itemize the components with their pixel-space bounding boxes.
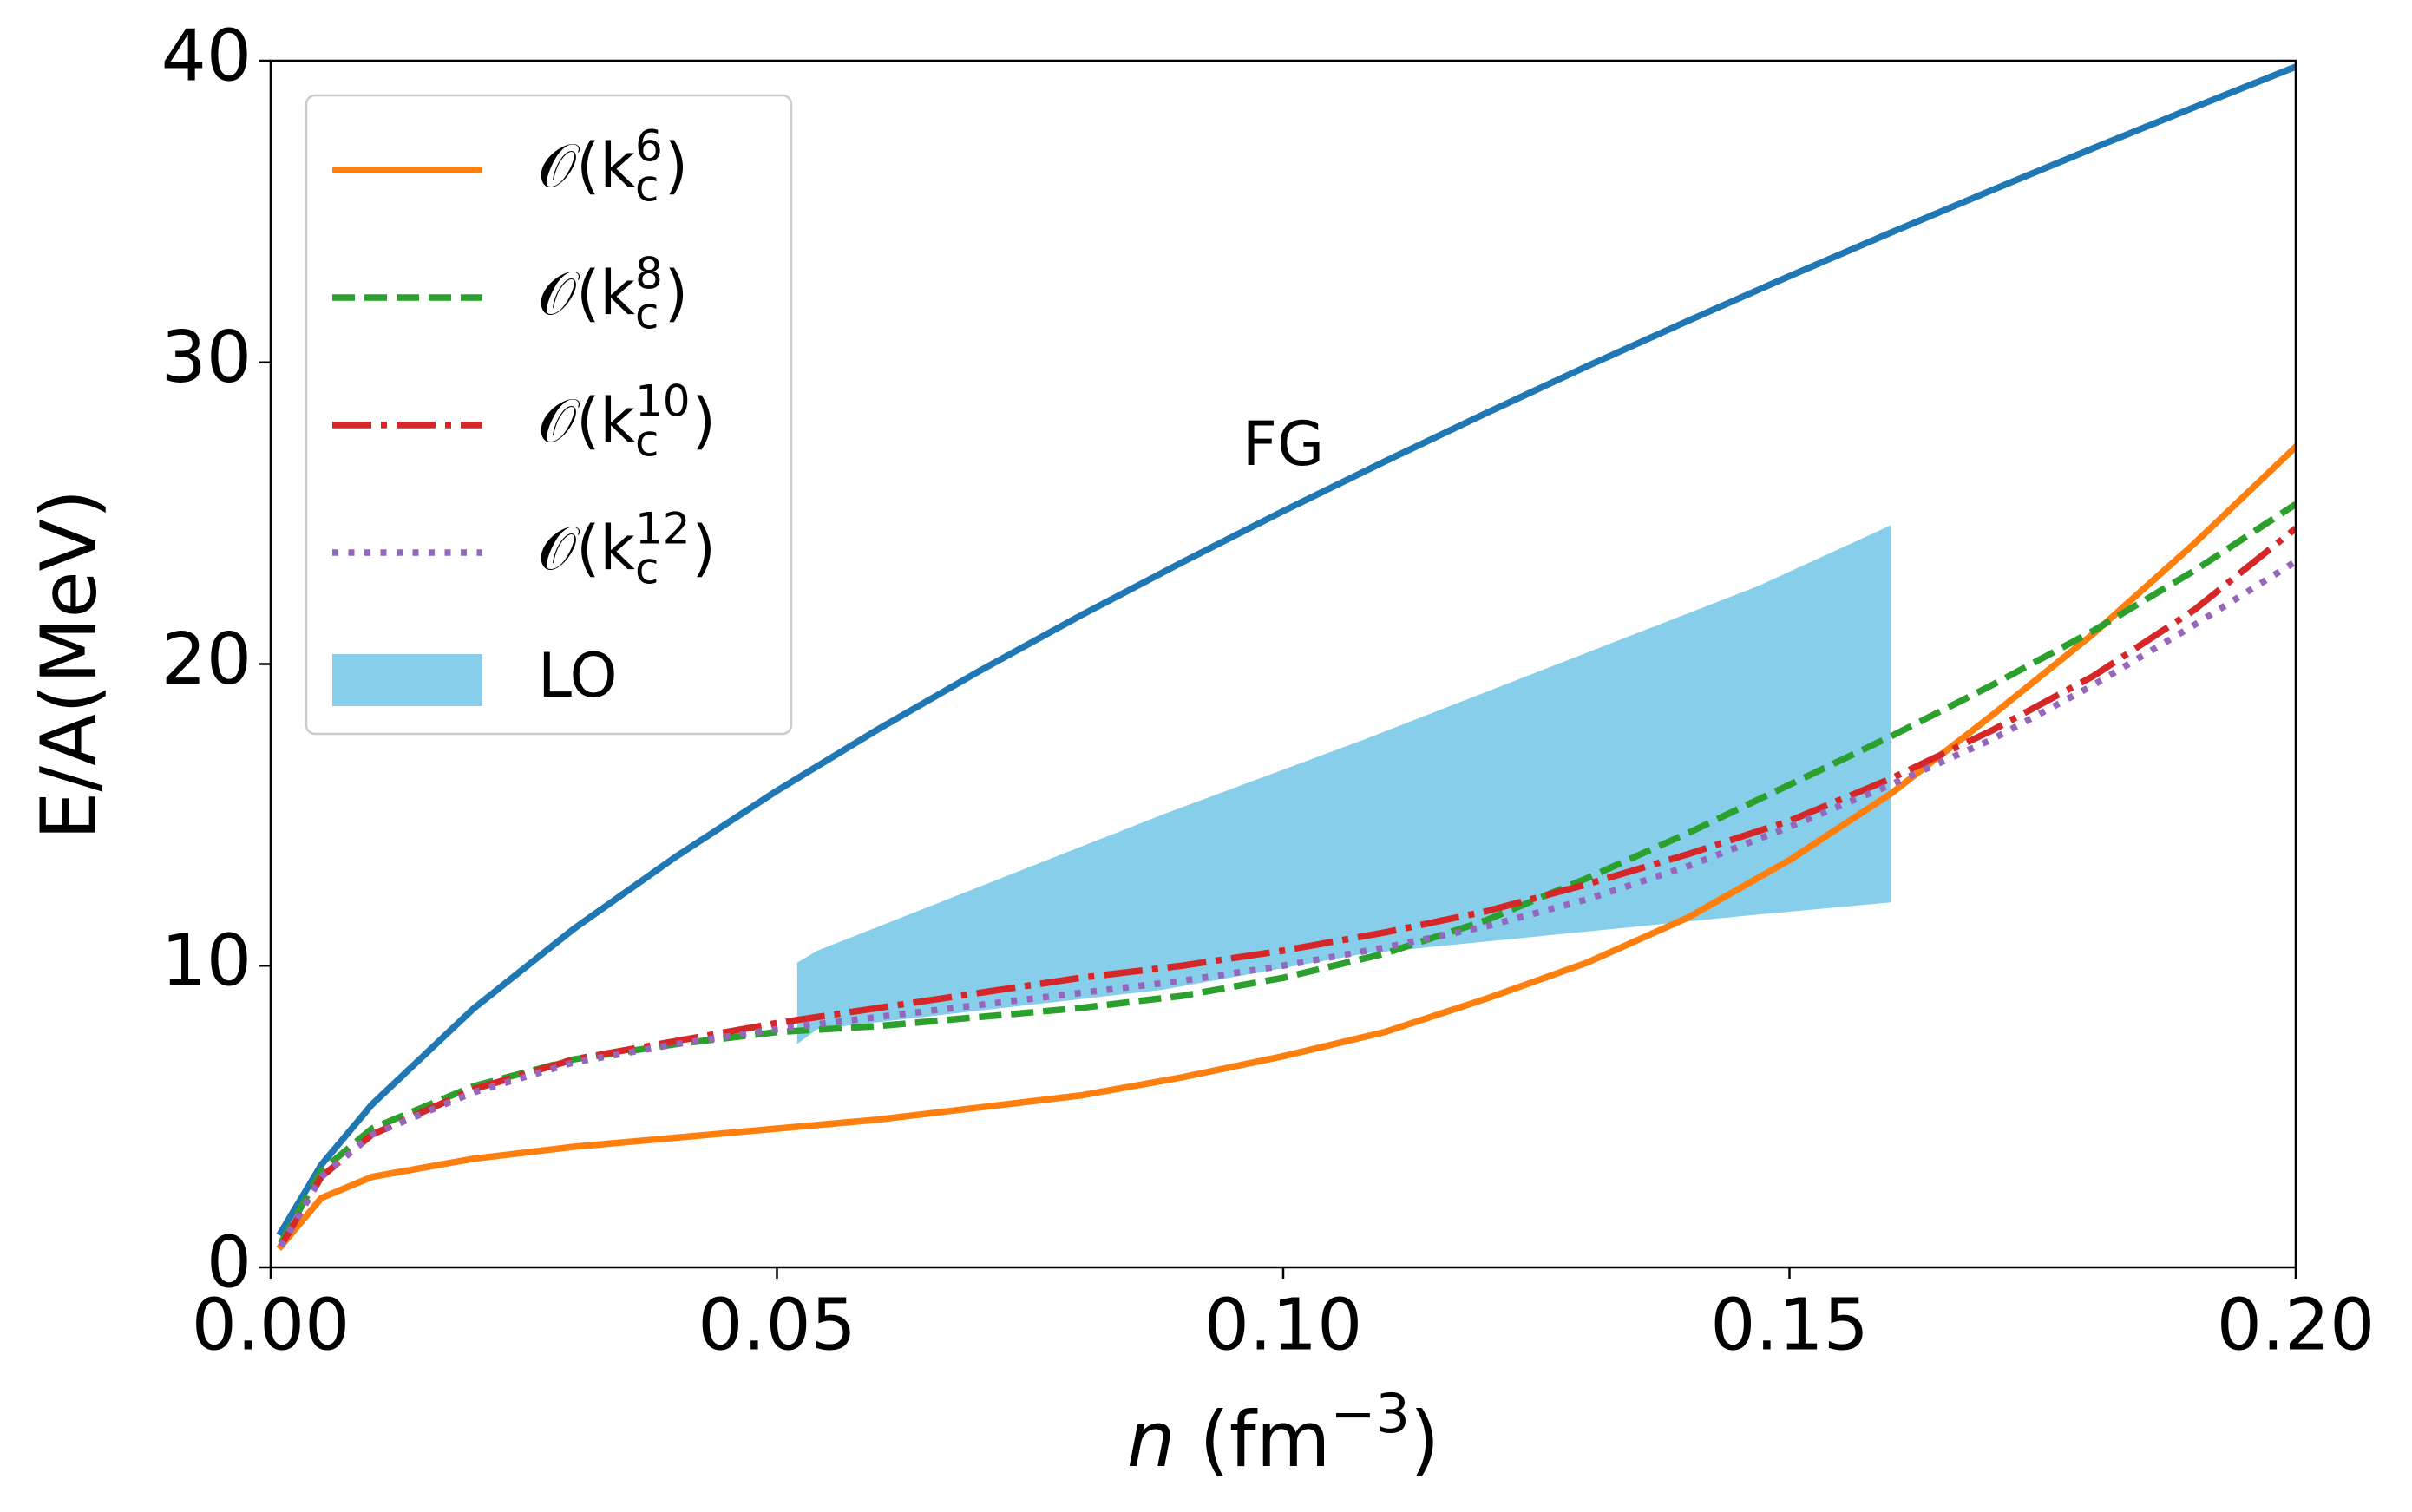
legend-label-sup: 8 — [635, 249, 663, 299]
band — [796, 525, 1891, 1044]
legend-label-close: ) — [692, 513, 716, 584]
legend-label: 𝒪(k — [538, 130, 635, 201]
x-tick-label: 0.20 — [2217, 1284, 2376, 1366]
x-tick-label: 0.15 — [1710, 1284, 1869, 1366]
legend-label: 𝒪(k — [538, 385, 635, 456]
legend-label-sub: c — [635, 416, 659, 467]
legend-label-sub: c — [635, 289, 659, 339]
y-tick-label: 10 — [161, 920, 252, 1003]
legend: 𝒪(k 6c)𝒪(k 8c)𝒪(k 10c)𝒪(k 12c)LO — [305, 94, 793, 736]
legend-label-sub: c — [635, 544, 659, 594]
x-label-exp: −3 — [1331, 1382, 1410, 1445]
legend-label-close: ) — [665, 130, 688, 201]
legend-label-close: ) — [692, 385, 716, 456]
x-tick-label: 0.05 — [698, 1284, 856, 1366]
x-label-var: n — [1127, 1395, 1176, 1484]
legend-swatch — [332, 654, 482, 706]
y-axis-label: E/A(MeV) — [24, 489, 114, 840]
legend-box — [305, 94, 793, 736]
annotation: FG — [1242, 409, 1325, 480]
x-axis-label: n (fm−3) — [1127, 1382, 1440, 1484]
y-tick-label: 30 — [161, 317, 252, 399]
x-label-unit: (fm — [1176, 1395, 1331, 1484]
legend-label: LO — [538, 640, 618, 711]
x-tick-label: 0.10 — [1204, 1284, 1363, 1366]
x-tick-label: 0.00 — [192, 1284, 351, 1366]
legend-label-sup: 10 — [635, 376, 691, 427]
legend-label-sub: c — [635, 161, 659, 212]
line — [276, 62, 2296, 1237]
legend-label: 𝒪(k — [538, 258, 635, 329]
y-tick-label: 0 — [206, 1221, 252, 1304]
legend-label-sup: 6 — [635, 121, 663, 172]
line — [278, 559, 2296, 1248]
x-label-close: ) — [1410, 1395, 1439, 1484]
y-tick-label: 20 — [161, 619, 252, 701]
legend-label-close: ) — [665, 258, 688, 329]
legend-label: 𝒪(k — [538, 513, 635, 584]
y-tick-label: 40 — [161, 15, 252, 97]
legend-label-sup: 12 — [635, 504, 691, 554]
